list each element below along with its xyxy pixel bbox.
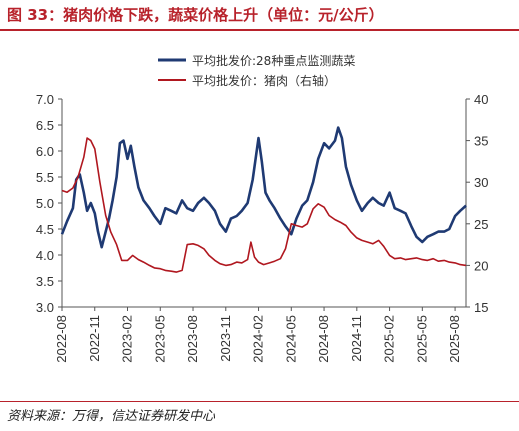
left-tick-label: 5.0 (36, 196, 54, 211)
x-tick-label: 2022-08 (54, 315, 69, 363)
legend-label-pork: 平均批发价：猪肉（右轴） (192, 73, 336, 88)
x-tick-label: 2025-02 (382, 315, 397, 363)
x-tick-label: 2024-11 (349, 315, 364, 362)
axes: 3.0 3.5 4.0 4.5 5.0 5.5 6.0 6.5 7.0 15 20 25 30 35 40 2… (36, 92, 489, 363)
x-tick-label: 2023-11 (218, 315, 233, 362)
bottom-rule (0, 401, 519, 402)
x-tick-label: 2023-05 (152, 315, 167, 363)
right-tick-label: 40 (474, 92, 488, 107)
left-tick-label: 3.0 (36, 300, 54, 315)
left-tick-label: 6.0 (36, 144, 54, 159)
left-tick-label: 5.5 (36, 170, 54, 185)
x-tick-label: 2025-08 (447, 315, 462, 363)
right-tick-label: 20 (474, 258, 488, 273)
legend-label-vegetables: 平均批发价:28种重点监测蔬菜 (192, 53, 355, 68)
x-tick-label: 2025-05 (414, 315, 429, 363)
x-tick-label: 2024-08 (316, 315, 331, 363)
series-line-pork (61, 137, 467, 273)
left-tick-label: 7.0 (36, 92, 54, 107)
left-tick-label: 3.5 (36, 274, 54, 289)
left-tick-label: 4.0 (36, 248, 54, 263)
chart: 3.0 3.5 4.0 4.5 5.0 5.5 6.0 6.5 7.0 15 20 25 30 35 40 2… (36, 53, 489, 363)
right-tick-label: 35 (474, 134, 488, 149)
series-layer (60, 126, 467, 273)
x-tick-label: 2022-11 (87, 315, 102, 362)
x-tick-label: 2023-08 (185, 315, 200, 363)
x-tick-label: 2024-05 (283, 315, 298, 363)
right-tick-label: 30 (474, 175, 488, 190)
source-note: 资料来源：万得，信达证券研发中心 (7, 409, 216, 424)
right-tick-label: 25 (474, 217, 488, 232)
x-tick-label: 2024-02 (251, 315, 266, 363)
title-rule (0, 29, 519, 31)
x-tick-label: 2023-02 (120, 315, 135, 363)
series-line-vegetables (60, 126, 467, 249)
left-tick-label: 4.5 (36, 222, 54, 237)
left-tick-label: 6.5 (36, 118, 54, 133)
right-tick-label: 15 (474, 300, 488, 315)
figure-title: 图 33：猪肉价格下跌，蔬菜价格上升（单位：元/公斤） (7, 6, 384, 24)
